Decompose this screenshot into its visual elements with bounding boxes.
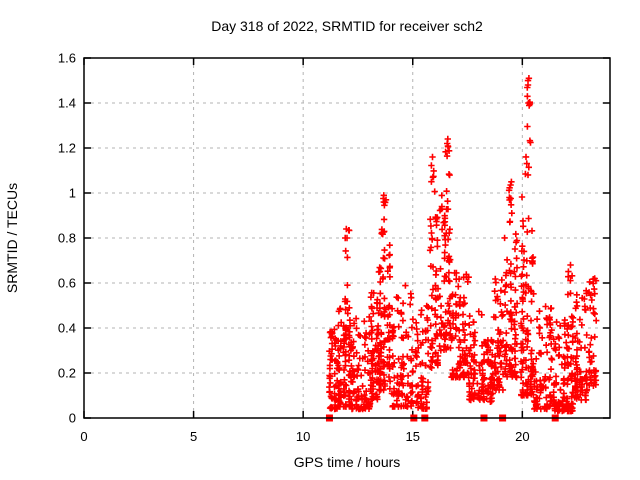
x-tick-label: 20 xyxy=(515,429,529,444)
x-tick-label: 10 xyxy=(296,429,310,444)
x-tick-label: 5 xyxy=(190,429,197,444)
plot-border xyxy=(83,57,611,419)
y-tick-label: 1.4 xyxy=(58,96,76,111)
y-tick-label: 0 xyxy=(69,411,76,426)
y-tick-label: 1.2 xyxy=(58,141,76,156)
x-tick-label: 0 xyxy=(80,429,87,444)
y-tick-label: 0.8 xyxy=(58,231,76,246)
y-tick-labels: 0 0.2 0.4 0.6 0.8 1 1.2 1.4 1.6 xyxy=(58,51,76,426)
y-tick-label: 0.4 xyxy=(58,321,76,336)
y-tick-label: 0.6 xyxy=(58,276,76,291)
chart-title: Day 318 of 2022, SRMTID for receiver sch… xyxy=(211,18,483,34)
y-axis-label: SRMTID / TECUs xyxy=(4,183,20,293)
x-axis-label: GPS time / hours xyxy=(294,454,401,470)
x-tick-label: 15 xyxy=(406,429,420,444)
y-tick-label: 1.6 xyxy=(58,51,76,66)
x-tick-labels: 0 5 10 15 20 xyxy=(80,429,529,444)
scatter-points xyxy=(326,75,600,415)
data-point-markers xyxy=(326,75,600,415)
y-tick-label: 0.2 xyxy=(58,366,76,381)
y-tick-label: 1 xyxy=(69,186,76,201)
